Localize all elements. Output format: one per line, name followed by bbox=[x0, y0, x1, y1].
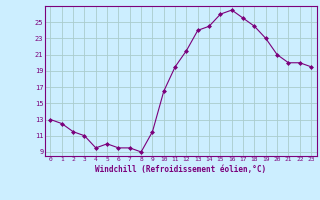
X-axis label: Windchill (Refroidissement éolien,°C): Windchill (Refroidissement éolien,°C) bbox=[95, 165, 266, 174]
